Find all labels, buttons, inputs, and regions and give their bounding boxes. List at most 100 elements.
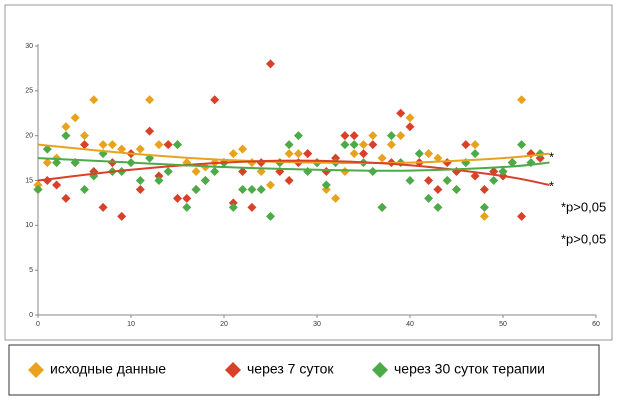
chart-border: [4, 4, 613, 341]
data-point: [80, 131, 89, 141]
data-point: [173, 140, 182, 150]
data-point: [470, 171, 480, 181]
data-point: [145, 126, 155, 136]
data-point: [433, 202, 443, 212]
data-point: [200, 176, 210, 185]
data-point: [107, 140, 117, 150]
data-point: [238, 184, 248, 194]
data-point: [256, 158, 266, 168]
data-point: [61, 131, 71, 141]
data-point: [517, 140, 527, 150]
data-point: [331, 193, 341, 203]
data-point: [386, 131, 396, 141]
y-tick-label: 15: [25, 177, 33, 184]
data-point: [359, 140, 368, 150]
y-tick-label: 20: [25, 133, 33, 140]
data-point: [424, 176, 434, 185]
data-point: [154, 176, 164, 185]
data-point: [191, 184, 201, 194]
y-tick-label: 5: [29, 267, 33, 274]
data-point: [284, 176, 294, 185]
data-point: [210, 95, 220, 105]
legend-marker: [372, 362, 388, 378]
data-point: [247, 158, 257, 168]
data-point: [340, 140, 350, 150]
data-point: [238, 144, 248, 154]
data-point: [247, 184, 257, 194]
data-point: [52, 180, 62, 190]
data-point: [433, 184, 443, 194]
x-tick-label: 0: [36, 321, 40, 328]
y-tick-label: 10: [25, 222, 33, 229]
data-point: [517, 211, 527, 221]
annotation: *: [549, 149, 554, 164]
trend-line: [37, 159, 550, 186]
data-point: [154, 140, 164, 150]
data-point: [489, 176, 499, 185]
data-point: [340, 131, 350, 141]
data-point: [70, 113, 80, 123]
data-point: [228, 149, 238, 159]
data-point: [396, 108, 406, 118]
x-tick-label: 30: [313, 321, 321, 328]
annotation: *: [549, 178, 554, 193]
data-point: [163, 140, 173, 150]
data-point: [163, 167, 173, 177]
data-point: [340, 167, 350, 177]
data-point: [452, 184, 461, 194]
data-point: [210, 167, 220, 177]
data-point: [442, 158, 452, 168]
data-point: [479, 184, 489, 194]
x-tick-label: 20: [220, 321, 228, 328]
data-point: [349, 140, 359, 150]
y-tick-label: 30: [25, 43, 33, 50]
data-point: [256, 184, 266, 194]
data-point: [377, 202, 387, 212]
data-point: [349, 149, 359, 159]
data-point: [433, 153, 443, 163]
data-point: [238, 167, 248, 177]
data-point: [80, 184, 89, 194]
trend-line: [37, 157, 550, 172]
data-point: [377, 153, 387, 163]
data-point: [52, 158, 62, 168]
legend-label: через 30 суток терапии: [394, 361, 545, 377]
data-point: [368, 131, 378, 141]
data-point: [266, 59, 275, 69]
legend-box: [8, 344, 600, 396]
data-point: [293, 149, 303, 159]
data-point: [349, 131, 359, 141]
data-point: [396, 131, 406, 141]
data-point: [98, 140, 108, 150]
data-point: [42, 158, 52, 168]
x-tick-label: 60: [592, 321, 600, 328]
data-point: [266, 180, 275, 190]
data-point: [89, 95, 99, 105]
data-point: [173, 193, 182, 203]
data-point: [517, 95, 527, 105]
data-point: [470, 140, 480, 150]
y-tick-label: 25: [25, 88, 33, 95]
data-point: [405, 113, 415, 123]
data-point: [247, 202, 257, 212]
data-point: [117, 211, 127, 221]
data-point: [266, 211, 275, 221]
data-point: [479, 202, 489, 212]
data-point: [284, 140, 294, 150]
data-point: [359, 149, 368, 159]
data-point: [135, 144, 145, 154]
data-point: [98, 202, 108, 212]
data-point: [479, 211, 489, 221]
data-point: [498, 167, 508, 177]
y-tick-label: 0: [29, 312, 33, 319]
x-tick-label: 50: [499, 321, 507, 328]
data-point: [461, 140, 471, 150]
data-point: [182, 193, 192, 203]
data-point: [405, 176, 415, 185]
data-point: [405, 122, 415, 132]
data-point: [507, 158, 517, 168]
data-point: [414, 149, 424, 159]
data-point: [470, 149, 480, 159]
